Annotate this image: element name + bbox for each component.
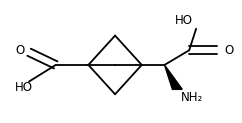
Text: NH₂: NH₂ — [181, 91, 204, 104]
Polygon shape — [165, 65, 182, 89]
Text: HO: HO — [15, 81, 33, 94]
Text: O: O — [15, 44, 24, 57]
Text: O: O — [225, 44, 234, 57]
Text: HO: HO — [174, 14, 192, 27]
